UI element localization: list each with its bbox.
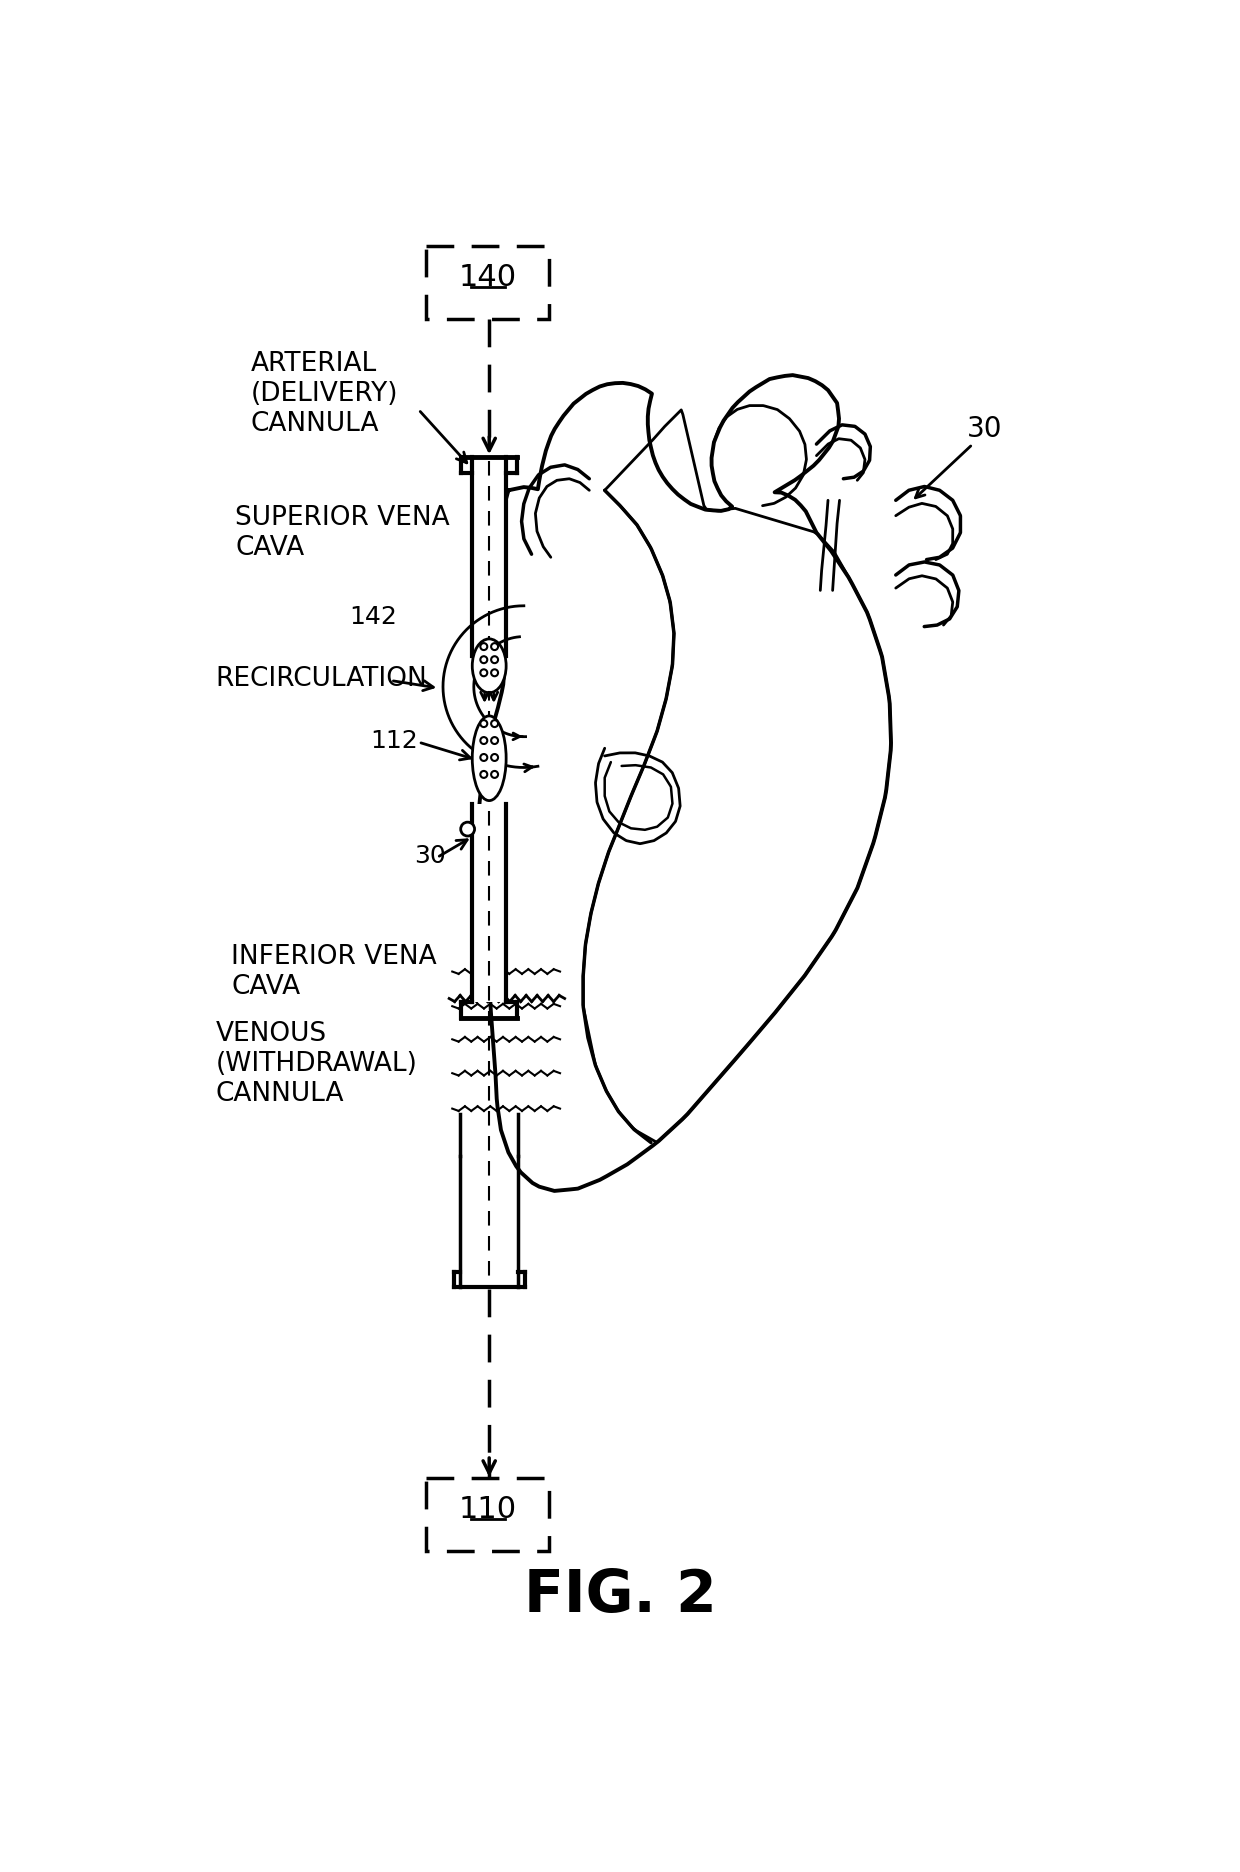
Text: 112: 112 xyxy=(370,728,418,753)
Polygon shape xyxy=(477,374,892,1191)
Text: 142: 142 xyxy=(350,605,397,629)
Bar xyxy=(427,247,549,320)
Text: ARTERIAL
(DELIVERY)
CANNULA: ARTERIAL (DELIVERY) CANNULA xyxy=(250,352,398,436)
Text: 30: 30 xyxy=(414,844,445,869)
Bar xyxy=(472,803,506,1002)
Text: RECIRCULATION: RECIRCULATION xyxy=(216,666,428,693)
Ellipse shape xyxy=(472,638,506,693)
Circle shape xyxy=(480,738,487,743)
Text: FIG. 2: FIG. 2 xyxy=(523,1567,717,1623)
Circle shape xyxy=(491,721,498,726)
Circle shape xyxy=(480,721,487,726)
Circle shape xyxy=(480,670,487,676)
Text: 110: 110 xyxy=(459,1494,517,1524)
Circle shape xyxy=(491,670,498,676)
Circle shape xyxy=(480,771,487,779)
Text: 30: 30 xyxy=(967,416,1002,442)
Circle shape xyxy=(491,754,498,760)
Circle shape xyxy=(491,644,498,650)
Bar xyxy=(472,457,506,655)
Circle shape xyxy=(480,644,487,650)
Bar xyxy=(427,1479,549,1552)
Circle shape xyxy=(480,657,487,663)
Text: VENOUS
(WITHDRAWAL)
CANNULA: VENOUS (WITHDRAWAL) CANNULA xyxy=(216,1020,418,1106)
Circle shape xyxy=(461,822,475,837)
Circle shape xyxy=(491,657,498,663)
Text: SUPERIOR VENA
CAVA: SUPERIOR VENA CAVA xyxy=(236,505,450,560)
Circle shape xyxy=(491,771,498,779)
Text: 140: 140 xyxy=(459,262,517,292)
Text: INFERIOR VENA
CAVA: INFERIOR VENA CAVA xyxy=(231,943,436,1000)
Ellipse shape xyxy=(472,715,506,801)
Circle shape xyxy=(491,738,498,743)
Circle shape xyxy=(480,754,487,760)
